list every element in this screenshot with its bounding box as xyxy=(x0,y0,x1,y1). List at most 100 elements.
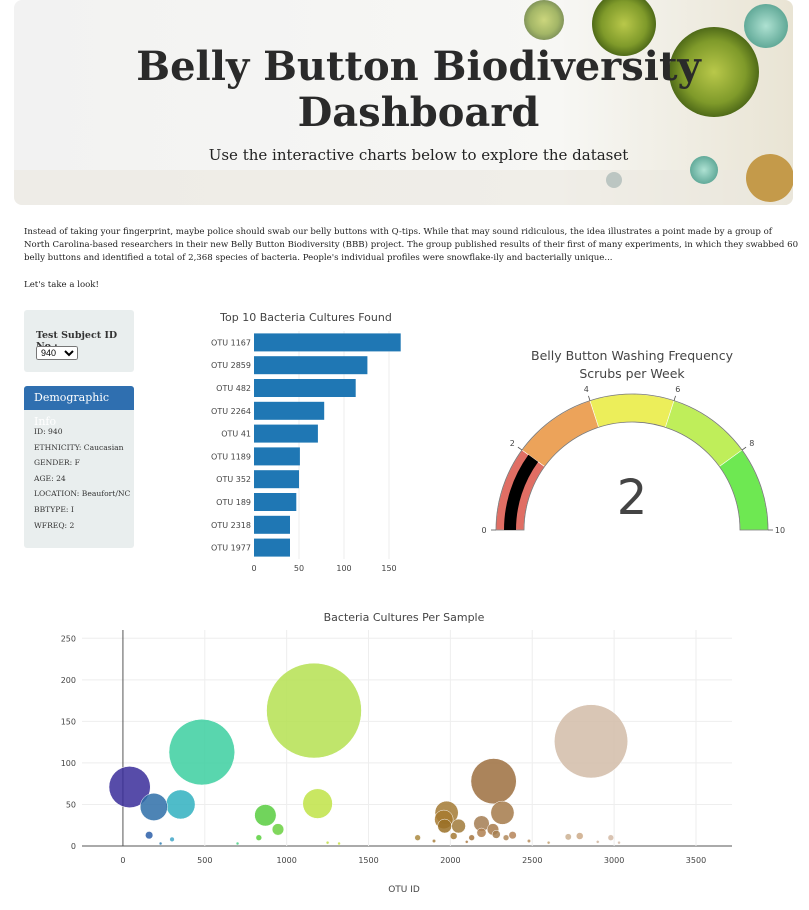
bar-x-tick-label: 100 xyxy=(336,564,351,573)
page-subtitle: Use the interactive charts below to expl… xyxy=(208,146,629,164)
gauge-tick xyxy=(588,395,591,401)
gauge-step-band xyxy=(521,400,600,467)
gauge-value: 2 xyxy=(617,470,648,526)
gauge-value-bar xyxy=(504,454,539,530)
bubble-chart-title: Bacteria Cultures Per Sample xyxy=(324,611,485,624)
bar xyxy=(254,447,300,466)
bar xyxy=(254,333,401,352)
bubble-point xyxy=(491,830,501,839)
gauge-step-band xyxy=(718,449,769,531)
bubble-y-tick-label: 150 xyxy=(61,717,76,726)
bubble-point xyxy=(470,758,517,805)
bubble-point xyxy=(502,834,510,841)
subject-selector-well: Test Subject ID No.: 940 xyxy=(24,310,134,372)
bubble-x-tick-label: 3000 xyxy=(604,856,624,865)
bubble-point xyxy=(575,832,584,840)
bubble-point xyxy=(108,766,151,808)
bubble-point xyxy=(139,793,168,821)
header-jumbotron: Belly Button Biodiversity Dashboard Use … xyxy=(14,0,793,205)
bubble-x-tick-label: 2000 xyxy=(440,856,460,865)
bubble-point xyxy=(526,839,531,844)
bubble-point xyxy=(271,823,285,836)
bubble-point xyxy=(449,832,458,840)
bar-category-label: OTU 352 xyxy=(216,475,251,484)
bubble-point xyxy=(337,841,341,846)
demographic-ethnicity: ETHNICITY: Caucasian xyxy=(34,442,124,452)
call-to-action-text: Let's take a look! xyxy=(24,280,99,290)
bubble-x-tick-label: 1000 xyxy=(276,856,296,865)
demographic-location: LOCATION: Beaufort/NC xyxy=(34,489,131,499)
bubble-y-tick-label: 0 xyxy=(71,842,76,851)
top10-bar-chart[interactable]: Top 10 Bacteria Cultures Found 0 50 100 150… xyxy=(160,305,420,575)
bubble-point xyxy=(254,804,277,827)
bar-x-tick-label: 50 xyxy=(294,564,304,573)
bar-category-label: OTU 482 xyxy=(216,384,251,393)
bubble-point xyxy=(158,841,163,846)
wash-frequency-gauge[interactable]: Belly Button Washing Frequency Scrubs pe… xyxy=(470,340,800,550)
bubble-y-tick-label: 200 xyxy=(61,676,76,685)
bubble-point xyxy=(165,789,196,820)
bar xyxy=(254,379,356,397)
bar xyxy=(254,356,368,375)
bubble-point xyxy=(554,704,628,779)
bubble-point xyxy=(508,831,517,840)
bubble-x-tick-label: 0 xyxy=(120,856,125,865)
bubble-point xyxy=(465,840,469,844)
bubble-point xyxy=(235,841,240,846)
bar xyxy=(254,493,297,511)
demographic-bbtype: BBTYPE: I xyxy=(34,504,74,514)
gauge-title: Belly Button Washing Frequency xyxy=(531,348,734,363)
bubble-point xyxy=(414,834,421,841)
subject-id-select[interactable]: 940 xyxy=(36,346,78,360)
bubble-point xyxy=(169,836,175,842)
demographic-gender: GENDER: F xyxy=(34,458,80,468)
gauge-tick-label: 4 xyxy=(584,385,589,394)
demographic-id: ID: 940 xyxy=(34,427,63,436)
bar xyxy=(254,538,290,557)
bubble-point xyxy=(546,840,551,845)
bacteria-bubble-chart[interactable]: Bacteria Cultures Per Sample 0 50 100 150 20… xyxy=(30,600,750,900)
bar-category-label: OTU 41 xyxy=(221,430,251,439)
bubble-point xyxy=(468,834,475,841)
bar xyxy=(254,515,290,534)
bar xyxy=(254,401,325,420)
bubble-point xyxy=(255,834,262,841)
page-title-line-2: Dashboard xyxy=(297,89,540,136)
bubble-y-tick-label: 100 xyxy=(61,759,76,768)
bar-x-tick-label: 0 xyxy=(251,564,256,573)
bubble-x-axis-label: OTU ID xyxy=(388,885,420,895)
bar-category-label: OTU 1977 xyxy=(211,544,251,553)
page-title-line-1: Belly Button Biodiversity xyxy=(136,43,701,90)
bubble-point xyxy=(437,818,452,834)
bar-category-label: OTU 1189 xyxy=(211,452,251,461)
bubble-point xyxy=(617,840,621,845)
bubble-point xyxy=(607,834,615,841)
bubble-y-tick-label: 50 xyxy=(66,800,76,809)
bar-x-tick-label: 150 xyxy=(381,564,396,573)
bar xyxy=(254,470,299,489)
bubble-point xyxy=(564,833,572,841)
bubble-point xyxy=(490,800,515,825)
bubble-point xyxy=(168,718,235,786)
bubble-point xyxy=(595,840,600,844)
gauge-step-band xyxy=(664,400,743,467)
demographic-panel-title: Demographic Info xyxy=(24,386,134,428)
bubble-point xyxy=(145,831,154,840)
header-background-image xyxy=(14,0,793,205)
bubble-y-tick-label: 250 xyxy=(61,634,76,643)
bubble-point xyxy=(302,788,333,819)
gauge-tick-label: 6 xyxy=(675,385,680,394)
bubble-x-tick-label: 500 xyxy=(197,856,212,865)
demographic-panel: Demographic Info ID: 940 ETHNICITY: Cauc… xyxy=(24,386,134,548)
bubble-point xyxy=(432,839,437,844)
gauge-subtitle: Scrubs per Week xyxy=(579,366,685,381)
bar-chart-title: Top 10 Bacteria Cultures Found xyxy=(219,311,392,324)
gauge-tick-label: 10 xyxy=(775,526,785,535)
bar-category-label: OTU 2318 xyxy=(211,521,251,530)
bubble-x-tick-label: 1500 xyxy=(358,856,378,865)
gauge-tick-label: 0 xyxy=(481,526,486,535)
bar-category-label: OTU 2859 xyxy=(211,361,251,370)
gauge-outline xyxy=(495,393,769,531)
demographic-panel-body: ID: 940 ETHNICITY: Caucasian GENDER: F A… xyxy=(24,410,134,530)
demographic-age: AGE: 24 xyxy=(34,473,66,483)
